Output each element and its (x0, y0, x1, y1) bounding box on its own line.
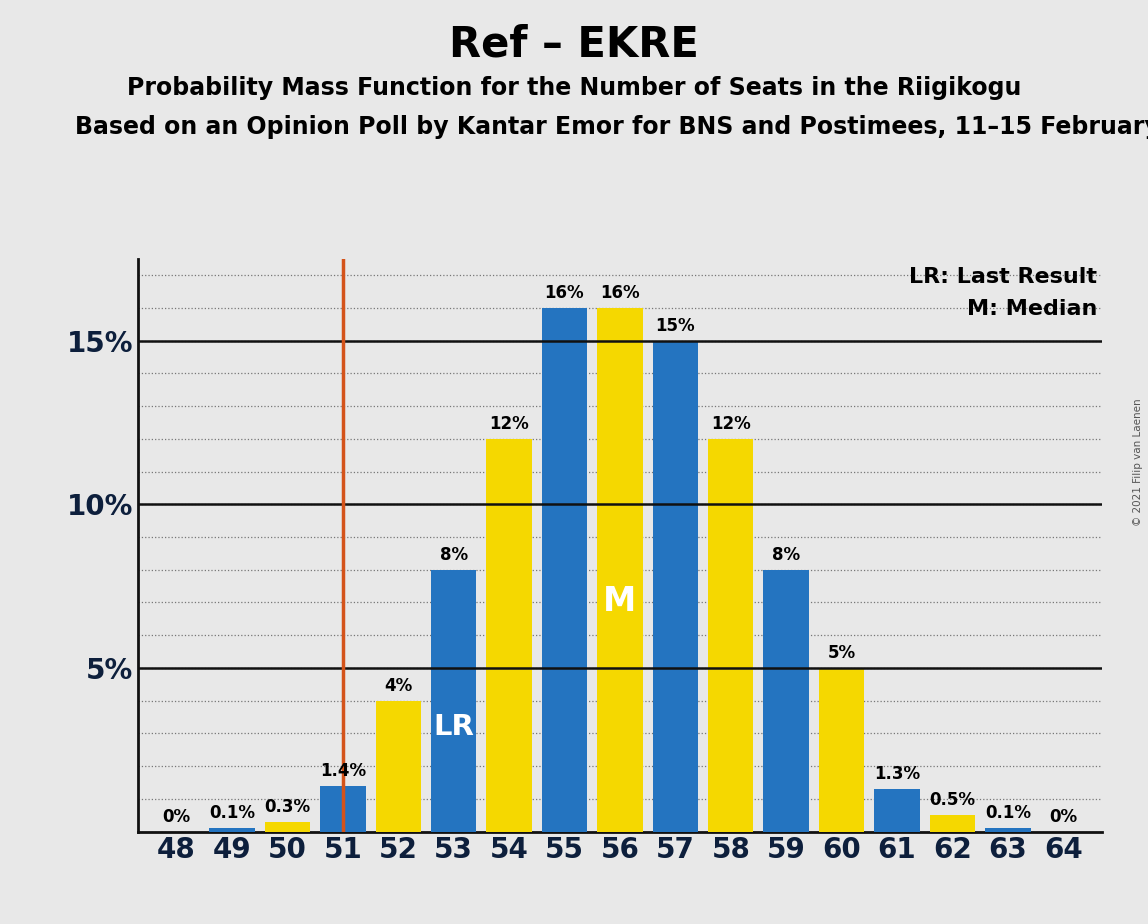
Text: Probability Mass Function for the Number of Seats in the Riigikogu: Probability Mass Function for the Number… (126, 76, 1022, 100)
Text: 16%: 16% (544, 284, 584, 302)
Bar (487, 439, 532, 832)
Text: 1.4%: 1.4% (320, 762, 366, 780)
Text: LR: LR (433, 712, 474, 741)
Text: © 2021 Filip van Laenen: © 2021 Filip van Laenen (1133, 398, 1143, 526)
Bar (375, 700, 421, 832)
Bar (930, 815, 975, 832)
Text: M: M (604, 585, 636, 617)
Text: 12%: 12% (489, 415, 529, 432)
Text: 5%: 5% (828, 644, 855, 662)
Bar (763, 570, 809, 832)
Bar (430, 570, 476, 832)
Bar (320, 785, 365, 832)
Bar (819, 668, 864, 832)
Text: 0.3%: 0.3% (264, 798, 310, 816)
Text: 8%: 8% (440, 546, 467, 564)
Text: 12%: 12% (711, 415, 751, 432)
Text: Based on an Opinion Poll by Kantar Emor for BNS and Postimees, 11–15 February 20: Based on an Opinion Poll by Kantar Emor … (75, 115, 1148, 139)
Bar (985, 828, 1031, 832)
Text: 4%: 4% (385, 676, 412, 695)
Bar (597, 308, 643, 832)
Text: 15%: 15% (656, 317, 696, 334)
Bar (652, 341, 698, 832)
Text: LR: Last Result: LR: Last Result (909, 267, 1097, 287)
Text: 0.1%: 0.1% (985, 805, 1031, 822)
Text: 0.5%: 0.5% (930, 791, 976, 809)
Text: 0%: 0% (163, 808, 191, 826)
Text: 0.1%: 0.1% (209, 805, 255, 822)
Text: 8%: 8% (773, 546, 800, 564)
Text: M: Median: M: Median (967, 298, 1097, 319)
Bar (265, 821, 310, 832)
Text: 0%: 0% (1049, 808, 1077, 826)
Bar (875, 789, 920, 832)
Text: Ref – EKRE: Ref – EKRE (449, 23, 699, 65)
Text: 16%: 16% (600, 284, 639, 302)
Text: 1.3%: 1.3% (874, 765, 920, 784)
Bar (542, 308, 588, 832)
Bar (708, 439, 753, 832)
Bar (209, 828, 255, 832)
